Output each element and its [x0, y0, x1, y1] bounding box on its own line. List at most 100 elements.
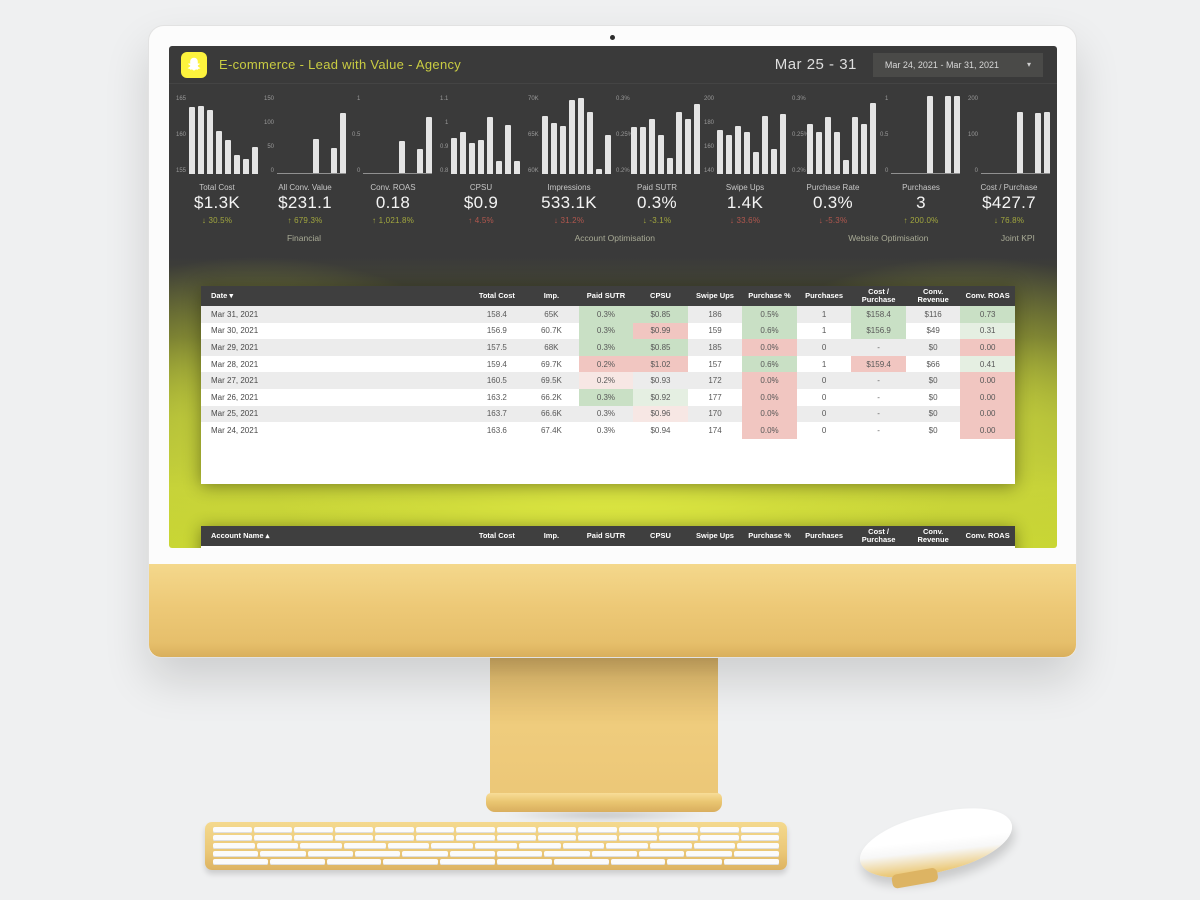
camera-dot [609, 35, 615, 40]
key [415, 827, 455, 833]
key [334, 835, 374, 841]
table-row: Mar 26, 2021 163.2 66.2K 0.3% $0.92 177 0.0% 0 -… [201, 388, 1015, 406]
table-cell: 0 [821, 425, 827, 435]
table-cell: $0 [928, 425, 938, 435]
key [659, 827, 698, 833]
column-header[interactable]: Paid SUTR [578, 286, 634, 306]
sparkline-bars [541, 96, 611, 174]
kpi-card: 70K 65K 60K Impressions 533.1K ↓ 31.2% [525, 96, 613, 230]
key [610, 859, 666, 865]
kpi-delta: ↑ 679.3% [287, 216, 323, 225]
key [307, 851, 353, 857]
column-header[interactable]: Conv. ROAS [960, 286, 1015, 306]
column-header[interactable]: Imp. [524, 286, 579, 306]
table-cell: $0.85 [633, 306, 688, 323]
key [518, 843, 561, 849]
table-cell: 0.00 [960, 388, 1015, 406]
column-header[interactable]: Conv. Revenue [905, 286, 961, 306]
column-header[interactable]: Conv. Revenue [905, 526, 961, 546]
kpi-label: Purchase Rate [806, 183, 860, 192]
key [253, 827, 293, 833]
table-cell: - [877, 409, 880, 419]
key [638, 851, 685, 857]
table-cell: - [877, 392, 880, 402]
column-header[interactable]: Total Cost [469, 526, 525, 546]
column-header[interactable]: Paid SUTR [578, 526, 634, 546]
key [649, 843, 692, 849]
key [618, 835, 658, 841]
date-range-picker[interactable]: Mar 24, 2021 - Mar 31, 2021 ▾ [872, 52, 1043, 77]
tab-website-optimisation[interactable]: Website Optimisation [848, 233, 929, 243]
table-cell: Mar 28, 2021 [211, 359, 259, 369]
column-header[interactable]: Account Name ▴ [201, 526, 470, 546]
key [256, 843, 299, 849]
table-cell: Mar 24, 2021 [211, 425, 259, 435]
table-cell: 159 [708, 326, 722, 336]
kpi-delta: ↓ 31.2% [553, 216, 585, 225]
table-cell: 0.00 [960, 422, 1015, 439]
kpi-label: Swipe Ups [725, 183, 765, 192]
column-header[interactable]: Swipe Ups [687, 286, 743, 306]
kpi-sparkline: 200 180 160 140 [701, 96, 789, 174]
column-header[interactable]: Conv. ROAS [960, 526, 1015, 546]
column-header[interactable]: Purchases [796, 286, 852, 306]
table-cell: 0.3% [596, 425, 616, 435]
sparkline-axis-ticks: 1 0.5 0 [880, 96, 889, 174]
column-header[interactable]: Cost / Purchase [851, 526, 906, 546]
table-cell: 185 [708, 342, 722, 352]
column-header[interactable]: Date ▾ [201, 286, 470, 306]
column-header[interactable]: CPSU [633, 526, 688, 546]
tab-account-optimisation[interactable]: Account Optimisation [574, 233, 655, 243]
date-range-label: Mar 25 - 31 [774, 56, 857, 73]
kpi-card: 150 100 50 0 All Conv. Value $231.1 ↑ 679.3% [261, 96, 349, 230]
column-header[interactable]: Purchase % [742, 286, 797, 306]
tab-financial[interactable]: Financial [286, 233, 321, 243]
key [387, 843, 430, 849]
key [537, 827, 577, 833]
sparkline-axis-ticks: 200 180 160 140 [704, 96, 715, 174]
column-header[interactable]: Imp. [524, 526, 579, 546]
kpi-value: $0.9 [463, 193, 499, 212]
tab-joint-kpi[interactable]: Joint KPI [1000, 233, 1035, 243]
column-header[interactable]: CPSU [633, 286, 688, 306]
kpi-delta: ↓ 33.6% [729, 216, 761, 225]
kpi-sparkline: 1.1 1 0.9 0.8 [437, 96, 525, 174]
key [497, 835, 536, 841]
key [383, 859, 439, 865]
sparkline-bars [807, 96, 876, 174]
key [440, 859, 495, 865]
key [213, 859, 268, 865]
sparkline-bars [717, 96, 787, 174]
kpi-delta: ↓ -3.1% [642, 216, 672, 225]
table-cell: Mar 25, 2021 [211, 409, 259, 419]
key [686, 851, 732, 857]
keyboard-row [213, 843, 779, 849]
table-cell: $159.4 [851, 355, 906, 373]
column-header[interactable]: Purchase % [742, 526, 797, 546]
table-cell: 163.7 [486, 409, 507, 419]
kpi-label: Cost / Purchase [980, 183, 1038, 192]
table-cell: - [877, 425, 880, 435]
table-cell: 174 [708, 425, 722, 435]
kpi-delta: ↑ 4.5% [468, 216, 494, 225]
key [578, 827, 617, 833]
column-header[interactable]: Cost / Purchase [851, 286, 906, 306]
table-cell: 0 [821, 409, 827, 419]
column-header[interactable]: Swipe Ups [687, 526, 743, 546]
daily-breakdown-table: Date ▾ Total Cost Imp. Paid SUTR CPSU Swipe U… [201, 286, 1015, 439]
column-header[interactable]: Purchases [796, 526, 852, 546]
sparkline-bars [981, 96, 1051, 174]
table-cell: $116 [924, 309, 942, 319]
table-cell: 0.00 [960, 339, 1015, 356]
table-cell: 157 [708, 359, 722, 369]
table-cell: 66.2K [540, 392, 562, 402]
key [699, 835, 739, 841]
key [693, 843, 736, 849]
table-row: Mar 25, 2021 163.7 66.6K 0.3% $0.96 170 0.0% 0 -… [201, 405, 1015, 423]
kpi-value: 0.3% [813, 193, 853, 212]
table-cell: 0.3% [578, 306, 634, 323]
table-cell: $0.94 [650, 425, 671, 435]
table-cell: 0 [821, 392, 827, 402]
key [431, 843, 474, 849]
column-header[interactable]: Total Cost [469, 286, 525, 306]
